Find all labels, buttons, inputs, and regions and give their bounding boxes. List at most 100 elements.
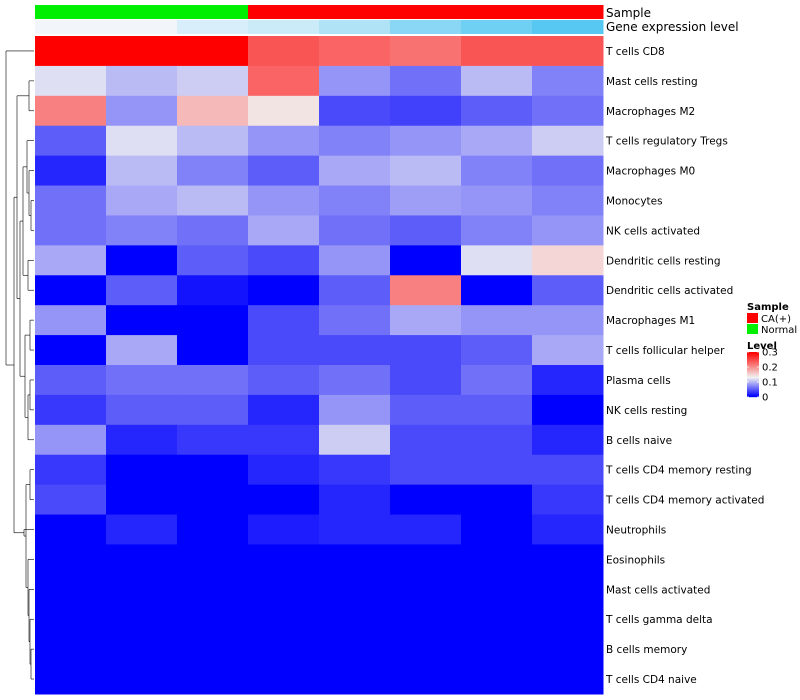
legend-gradient-band (747, 389, 759, 391)
heatmap-cell (461, 36, 533, 67)
heatmap-cell (319, 245, 391, 276)
heatmap-cell (248, 335, 320, 366)
heatmap-cell (106, 275, 178, 306)
legend-gradient-band (747, 363, 759, 365)
row-label: T cells CD8 (605, 46, 665, 58)
heatmap-cell (319, 125, 391, 157)
heatmap-cell (35, 394, 107, 426)
heatmap-cell (248, 424, 320, 456)
heatmap-cell (106, 155, 178, 187)
heatmap-cell (319, 335, 391, 366)
legend-label: CA(+) (761, 314, 791, 325)
sample-annotation-cell (248, 5, 320, 19)
heatmap-cell (177, 245, 249, 276)
heatmap-cell (35, 604, 107, 635)
legend-gradient-band (747, 387, 759, 389)
legend-gradient-band (747, 372, 759, 374)
heatmap-cell (532, 36, 604, 67)
heatmap-cell (390, 394, 462, 426)
heatmap-cell (319, 484, 391, 516)
heatmap-cell (532, 424, 604, 456)
row-dendrogram (5, 50, 34, 680)
heatmap-cell (35, 185, 107, 216)
heatmap-cell (532, 544, 604, 575)
heatmap-cell (390, 215, 462, 246)
heatmap-cell (248, 125, 320, 157)
row-label: B cells naive (606, 435, 672, 447)
heatmap-cell (390, 245, 462, 276)
legend-gradient-band (747, 357, 759, 359)
legend-gradient-band (747, 385, 759, 387)
heatmap-cell (461, 394, 533, 426)
heatmap-cell (35, 484, 107, 516)
expression-annotation-cell (319, 20, 391, 34)
legend-gradient-band (747, 373, 759, 375)
heatmap-cell (461, 484, 533, 516)
legend-gradient-band (747, 359, 759, 361)
legend-gradient-band (747, 353, 759, 355)
heatmap-cell (35, 155, 107, 187)
legend-gradient-band (747, 365, 759, 367)
legend-gradient-band (747, 375, 759, 377)
heatmap-cell (106, 574, 178, 605)
expression-annotation-cell (461, 20, 533, 34)
heatmap-cell (248, 664, 320, 695)
heatmap-cell (35, 514, 107, 545)
heatmap-cell (248, 514, 320, 545)
row-label: Eosinophils (606, 554, 665, 566)
legend-gradient-band (747, 371, 759, 373)
heatmap-cell (248, 305, 320, 336)
heatmap-cell (461, 544, 533, 575)
heatmap-cell (177, 514, 249, 545)
row-label: T cells CD4 memory resting (605, 465, 752, 477)
legend-label: Normal (761, 325, 797, 336)
heatmap-cell (35, 365, 107, 396)
heatmap-cell (177, 664, 249, 695)
heatmap-cell (106, 365, 178, 396)
heatmap-cell (106, 664, 178, 695)
heatmap-cell (106, 36, 178, 67)
row-label: Mast cells resting (606, 76, 698, 88)
heatmap-cell (319, 365, 391, 396)
heatmap-cell (390, 275, 462, 306)
legend-tick-label: 0.2 (762, 363, 778, 374)
legend-gradient-band (747, 358, 759, 360)
row-labels: T cells CD8 Mast cells resting Macrophages… (605, 46, 764, 686)
heatmap-cell (177, 155, 249, 187)
heatmap-cell (532, 574, 604, 605)
legend-gradient-band (747, 368, 759, 370)
row-label: NK cells activated (606, 225, 700, 237)
heatmap-cell (532, 514, 604, 545)
heatmap-cell (177, 305, 249, 336)
row-label: Plasma cells (606, 375, 671, 387)
row-label: T cells CD4 naive (605, 674, 697, 686)
heatmap-cell (461, 125, 533, 157)
legend-gradient-band (747, 369, 759, 371)
heatmap-cell (106, 604, 178, 635)
heatmap-cell (390, 664, 462, 695)
heatmap-cell (461, 574, 533, 605)
heatmap-cell (177, 125, 249, 157)
heatmap-cell (532, 634, 604, 665)
heatmap-cell (106, 394, 178, 426)
row-label: T cells regulatory Tregs (605, 136, 728, 148)
heatmap-cell (532, 215, 604, 246)
column-annotations: Sample Gene expression level (35, 5, 739, 34)
heatmap-cell (461, 454, 533, 486)
heatmap-cell (319, 305, 391, 336)
heatmap-cell (319, 424, 391, 456)
heatmap-cell (532, 664, 604, 695)
legend-gradient-band (747, 362, 759, 364)
heatmap-cell (177, 215, 249, 246)
legend-gradient-band (747, 378, 759, 380)
heatmap-cell (35, 275, 107, 306)
legend-gradient-band (747, 354, 759, 356)
legend-gradient-band (747, 388, 759, 390)
sample-annotation-cell (461, 5, 533, 19)
heatmap-cell (319, 65, 391, 97)
row-label: Mast cells activated (606, 584, 710, 596)
heatmap-cell (390, 454, 462, 486)
heatmap-cell (35, 95, 107, 127)
legend: Sample Level CA(+)Normal 0.3 0.2 0.1 0 (747, 302, 797, 404)
heatmap-cell (319, 664, 391, 695)
